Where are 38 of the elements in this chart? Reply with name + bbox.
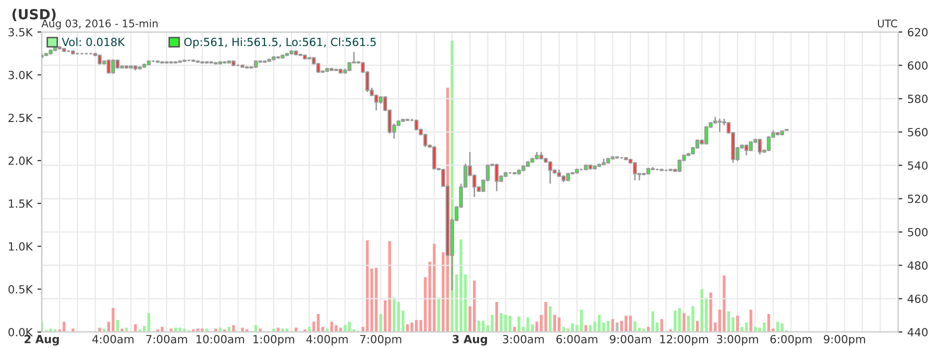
x-tick-label: 6:00am <box>556 334 598 344</box>
text: UTC <box>878 20 898 28</box>
x-tick-label: 1:00pm <box>253 334 294 346</box>
x-tick-label: 7:00am <box>146 334 187 344</box>
y-tick-label: 3.0K <box>8 70 33 80</box>
y2-tick-label: 620 <box>908 28 928 36</box>
x-tick-label: 9:00pm <box>824 334 866 346</box>
y2-tick-label: 460 <box>908 294 928 304</box>
y2-tick-label: 520 <box>908 194 928 204</box>
y2-tick-label: 540 <box>908 161 928 170</box>
y2-tick-label: 500 <box>908 228 928 236</box>
y-tick-label: 0.0K <box>8 328 33 336</box>
x-tick-label: 7:00pm <box>360 334 402 346</box>
x-tick-label: 4:00am <box>92 334 134 344</box>
legend-label: Op:561, Hi:561.5, Lo:561, Cl:561.5 <box>184 38 376 48</box>
y2-tick-label: 440 <box>908 328 928 336</box>
x-tick-label: 3:00am <box>502 334 544 344</box>
x-tick-label: 3 Aug <box>452 334 488 346</box>
y-tick-label: 2.5K <box>8 114 33 122</box>
y2-tick-label: 580 <box>908 94 928 104</box>
x-tick-label: 10:00am <box>196 334 244 344</box>
legend-label: Vol: 0.018K <box>62 38 125 46</box>
x-tick-label: 9:00am <box>610 334 651 344</box>
chart-title: (USD) <box>12 8 56 22</box>
y-tick-label: 2.0K <box>8 156 33 165</box>
y-tick-label: 1.5K <box>8 200 33 208</box>
x-tick-label: 12:00pm <box>660 334 708 346</box>
x-tick-label: 6:00pm <box>770 334 812 346</box>
y-tick-label: 0.5K <box>8 285 33 294</box>
x-tick-label: 4:00pm <box>306 334 348 346</box>
x-tick-label: 2 Aug <box>24 334 59 346</box>
y2-tick-label: 600 <box>908 61 928 70</box>
y2-tick-label: 480 <box>908 261 928 270</box>
chart-subtitle: Aug 03, 2016 - 15-min <box>41 19 158 30</box>
y2-tick-label: 560 <box>908 128 928 136</box>
y-tick-label: 1.0K <box>8 242 33 251</box>
x-tick-label: 3:00pm <box>716 334 758 346</box>
y-tick-label: 3.5K <box>8 28 33 36</box>
